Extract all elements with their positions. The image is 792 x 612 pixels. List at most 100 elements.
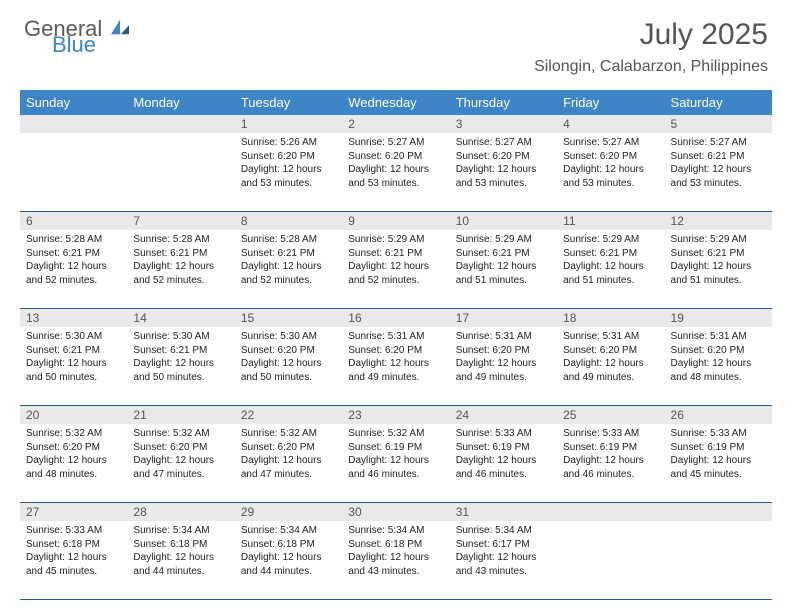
calendar-cell: Sunrise: 5:31 AMSunset: 6:20 PMDaylight:… (450, 327, 557, 405)
daylight-line2: and 53 minutes. (563, 177, 658, 191)
daylight-line2: and 51 minutes. (563, 274, 658, 288)
sunrise-text: Sunrise: 5:34 AM (241, 524, 336, 538)
sunrise-text: Sunrise: 5:32 AM (348, 427, 443, 441)
sunset-text: Sunset: 6:20 PM (563, 344, 658, 358)
weekday-header: Sunday (20, 90, 127, 115)
calendar-cell: Sunrise: 5:33 AMSunset: 6:19 PMDaylight:… (450, 424, 557, 502)
sunset-text: Sunset: 6:20 PM (241, 344, 336, 358)
day-number: 29 (235, 503, 342, 521)
daylight-line2: and 46 minutes. (456, 468, 551, 482)
daylight-line2: and 50 minutes. (241, 371, 336, 385)
day-number: 23 (342, 406, 449, 424)
calendar-cell: Sunrise: 5:31 AMSunset: 6:20 PMDaylight:… (557, 327, 664, 405)
daylight-line1: Daylight: 12 hours (456, 357, 551, 371)
daynum-row: 6789101112 (20, 212, 772, 230)
weekday-header-row: Sunday Monday Tuesday Wednesday Thursday… (20, 90, 772, 115)
weekday-header: Friday (557, 90, 664, 115)
day-number: 28 (127, 503, 234, 521)
daylight-line1: Daylight: 12 hours (26, 454, 121, 468)
day-number: 4 (557, 115, 664, 133)
sunrise-text: Sunrise: 5:30 AM (133, 330, 228, 344)
sunset-text: Sunset: 6:19 PM (348, 441, 443, 455)
day-number: 9 (342, 212, 449, 230)
day-number: 31 (450, 503, 557, 521)
sunset-text: Sunset: 6:18 PM (241, 538, 336, 552)
calendar-cell: Sunrise: 5:29 AMSunset: 6:21 PMDaylight:… (557, 230, 664, 308)
weekday-header: Wednesday (342, 90, 449, 115)
sunset-text: Sunset: 6:20 PM (456, 150, 551, 164)
sunset-text: Sunset: 6:19 PM (456, 441, 551, 455)
day-number (20, 115, 127, 133)
sunrise-text: Sunrise: 5:29 AM (348, 233, 443, 247)
calendar-cell: Sunrise: 5:34 AMSunset: 6:17 PMDaylight:… (450, 521, 557, 599)
calendar-cell (20, 133, 127, 211)
daylight-line2: and 49 minutes. (563, 371, 658, 385)
sunset-text: Sunset: 6:21 PM (26, 344, 121, 358)
daynum-row: 13141516171819 (20, 309, 772, 327)
daylight-line1: Daylight: 12 hours (563, 260, 658, 274)
day-number: 15 (235, 309, 342, 327)
sunset-text: Sunset: 6:19 PM (671, 441, 766, 455)
location-text: Silongin, Calabarzon, Philippines (534, 58, 768, 76)
daylight-line2: and 50 minutes. (133, 371, 228, 385)
daylight-line1: Daylight: 12 hours (456, 163, 551, 177)
daylight-line1: Daylight: 12 hours (26, 551, 121, 565)
calendar-cell: Sunrise: 5:30 AMSunset: 6:20 PMDaylight:… (235, 327, 342, 405)
day-number: 11 (557, 212, 664, 230)
day-number: 8 (235, 212, 342, 230)
daylight-line2: and 45 minutes. (671, 468, 766, 482)
sunrise-text: Sunrise: 5:32 AM (26, 427, 121, 441)
daylight-line2: and 49 minutes. (456, 371, 551, 385)
day-number: 1 (235, 115, 342, 133)
daylight-line2: and 43 minutes. (456, 565, 551, 579)
sunset-text: Sunset: 6:20 PM (348, 150, 443, 164)
sunset-text: Sunset: 6:20 PM (241, 150, 336, 164)
sunset-text: Sunset: 6:20 PM (241, 441, 336, 455)
daylight-line1: Daylight: 12 hours (456, 454, 551, 468)
day-number (665, 503, 772, 521)
calendar-cell (665, 521, 772, 599)
daylight-line2: and 48 minutes. (671, 371, 766, 385)
daylight-line1: Daylight: 12 hours (348, 454, 443, 468)
calendar-cell: Sunrise: 5:27 AMSunset: 6:20 PMDaylight:… (342, 133, 449, 211)
daylight-line2: and 46 minutes. (563, 468, 658, 482)
calendar-cell: Sunrise: 5:33 AMSunset: 6:19 PMDaylight:… (557, 424, 664, 502)
sunrise-text: Sunrise: 5:29 AM (456, 233, 551, 247)
daylight-line2: and 45 minutes. (26, 565, 121, 579)
calendar-cell: Sunrise: 5:29 AMSunset: 6:21 PMDaylight:… (450, 230, 557, 308)
daylight-line2: and 53 minutes. (348, 177, 443, 191)
calendar-cell (127, 133, 234, 211)
calendar-cell: Sunrise: 5:29 AMSunset: 6:21 PMDaylight:… (342, 230, 449, 308)
day-number: 6 (20, 212, 127, 230)
sunrise-text: Sunrise: 5:32 AM (241, 427, 336, 441)
day-number (557, 503, 664, 521)
calendar-cell: Sunrise: 5:28 AMSunset: 6:21 PMDaylight:… (235, 230, 342, 308)
calendar-cell: Sunrise: 5:34 AMSunset: 6:18 PMDaylight:… (342, 521, 449, 599)
daylight-line1: Daylight: 12 hours (671, 260, 766, 274)
sunrise-text: Sunrise: 5:31 AM (456, 330, 551, 344)
daylight-line1: Daylight: 12 hours (456, 260, 551, 274)
calendar-cell: Sunrise: 5:29 AMSunset: 6:21 PMDaylight:… (665, 230, 772, 308)
sunrise-text: Sunrise: 5:30 AM (241, 330, 336, 344)
sunrise-text: Sunrise: 5:30 AM (26, 330, 121, 344)
daylight-line2: and 53 minutes. (456, 177, 551, 191)
sunset-text: Sunset: 6:18 PM (26, 538, 121, 552)
daylight-line1: Daylight: 12 hours (241, 357, 336, 371)
daylight-line2: and 51 minutes. (456, 274, 551, 288)
calendar-cell: Sunrise: 5:31 AMSunset: 6:20 PMDaylight:… (665, 327, 772, 405)
sunrise-text: Sunrise: 5:27 AM (456, 136, 551, 150)
day-number: 27 (20, 503, 127, 521)
daylight-line1: Daylight: 12 hours (348, 260, 443, 274)
daylight-line2: and 52 minutes. (241, 274, 336, 288)
sunrise-text: Sunrise: 5:33 AM (456, 427, 551, 441)
brand-text-blue: Blue (52, 34, 131, 56)
daylight-line2: and 53 minutes. (671, 177, 766, 191)
calendar-cell: Sunrise: 5:26 AMSunset: 6:20 PMDaylight:… (235, 133, 342, 211)
weekday-header: Tuesday (235, 90, 342, 115)
sunset-text: Sunset: 6:20 PM (563, 150, 658, 164)
daylight-line1: Daylight: 12 hours (563, 163, 658, 177)
sunrise-text: Sunrise: 5:29 AM (671, 233, 766, 247)
daylight-line1: Daylight: 12 hours (671, 454, 766, 468)
sunrise-text: Sunrise: 5:28 AM (133, 233, 228, 247)
daylight-line1: Daylight: 12 hours (26, 357, 121, 371)
